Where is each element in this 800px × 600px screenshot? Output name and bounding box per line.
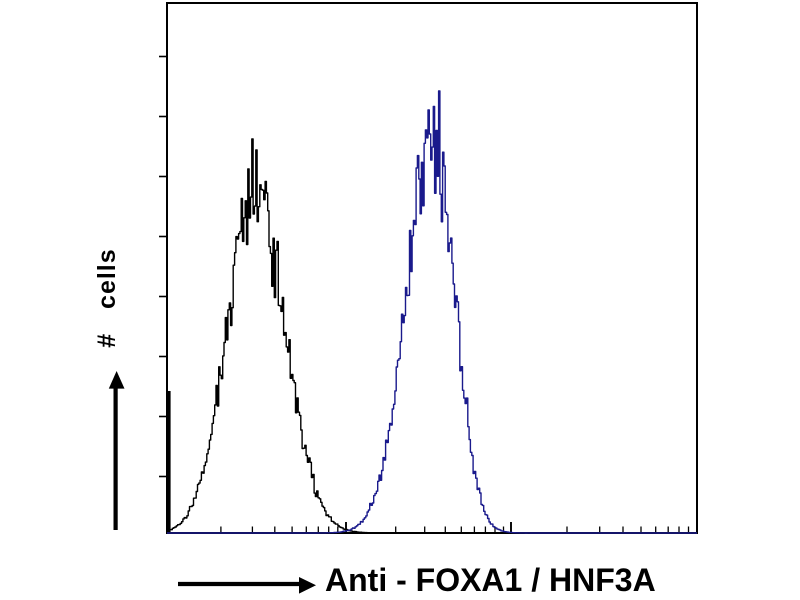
svg-text:# cells: # cells [93, 248, 121, 347]
svg-text:Anti - FOXA1 / HNF3A: Anti - FOXA1 / HNF3A [325, 562, 656, 598]
